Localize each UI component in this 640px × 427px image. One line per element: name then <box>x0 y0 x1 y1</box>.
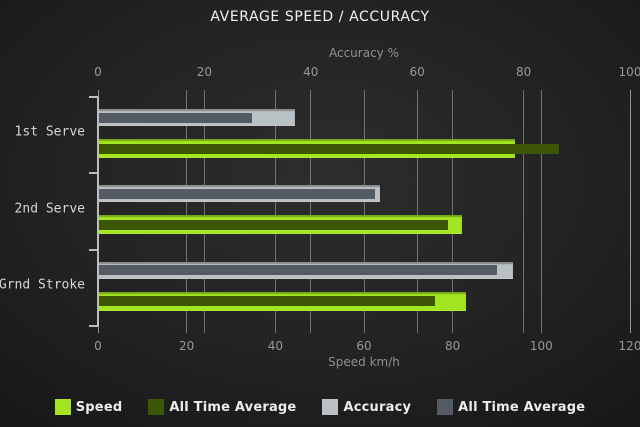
legend-label: All Time Average <box>169 399 297 415</box>
y-axis-spine <box>97 97 99 326</box>
bar-accuracy-all-time-average <box>98 112 253 123</box>
legend-swatch-icon <box>322 399 339 415</box>
top-tick-label: 20 <box>196 65 213 79</box>
category-tick <box>89 248 98 251</box>
bar-accuracy-all-time-average <box>98 265 497 276</box>
legend-item-all-time-average-3: All Time Average <box>437 399 585 415</box>
bar-speed-all-time-average <box>98 143 560 154</box>
gridline <box>416 90 418 333</box>
gridline <box>363 90 365 333</box>
top-tick-label: 100 <box>618 65 640 79</box>
bottom-tick-label: 60 <box>356 339 372 353</box>
legend: Speed All Time Average Accuracy All Time Av… <box>0 397 640 417</box>
gridline <box>274 90 276 333</box>
bottom-tick-label: 40 <box>267 339 283 353</box>
bottom-axis-title: Speed km/h <box>328 355 400 369</box>
category-label: Grnd Stroke <box>0 277 85 293</box>
chart-title: AVERAGE SPEED / ACCURACY <box>210 9 430 25</box>
top-axis-title: Accuracy % <box>328 46 399 60</box>
bar-speed-all-time-average <box>98 219 449 230</box>
top-tick-label: 60 <box>409 65 425 79</box>
gridline <box>310 90 312 333</box>
gridline <box>523 90 525 333</box>
gridline <box>452 90 454 333</box>
bar-speed-all-time-average <box>98 296 435 307</box>
plot-area <box>89 90 631 333</box>
legend-item-all-time-average-1: All Time Average <box>148 399 296 415</box>
legend-label: All Time Average <box>458 399 586 415</box>
bottom-tick-label: 100 <box>529 339 553 353</box>
gridline <box>540 90 542 333</box>
legend-label: Accuracy <box>343 399 412 415</box>
bottom-tick-label: 120 <box>618 339 640 353</box>
legend-swatch-icon <box>148 399 165 415</box>
category-tick <box>89 96 98 98</box>
gridline <box>629 90 631 333</box>
legend-swatch-icon <box>54 399 71 415</box>
gridline <box>186 90 188 333</box>
category-tick <box>89 172 98 175</box>
legend-swatch-icon <box>437 399 454 415</box>
category-label: 2nd Serve <box>14 201 85 216</box>
bar-accuracy-all-time-average <box>98 188 375 199</box>
category-label: 1st Serve <box>14 124 85 140</box>
legend-item-speed-0: Speed <box>54 399 123 415</box>
gridline <box>203 90 205 333</box>
bottom-tick-label: 20 <box>179 339 195 353</box>
top-tick-label: 80 <box>515 65 532 79</box>
top-tick-label: 40 <box>303 65 319 79</box>
legend-label: Speed <box>75 399 123 415</box>
bottom-tick-label: 80 <box>445 339 461 353</box>
top-tick-label: 0 <box>94 65 102 79</box>
category-tick <box>89 325 98 327</box>
bottom-tick-label: 0 <box>94 339 102 353</box>
legend-item-accuracy-2: Accuracy <box>322 399 411 415</box>
